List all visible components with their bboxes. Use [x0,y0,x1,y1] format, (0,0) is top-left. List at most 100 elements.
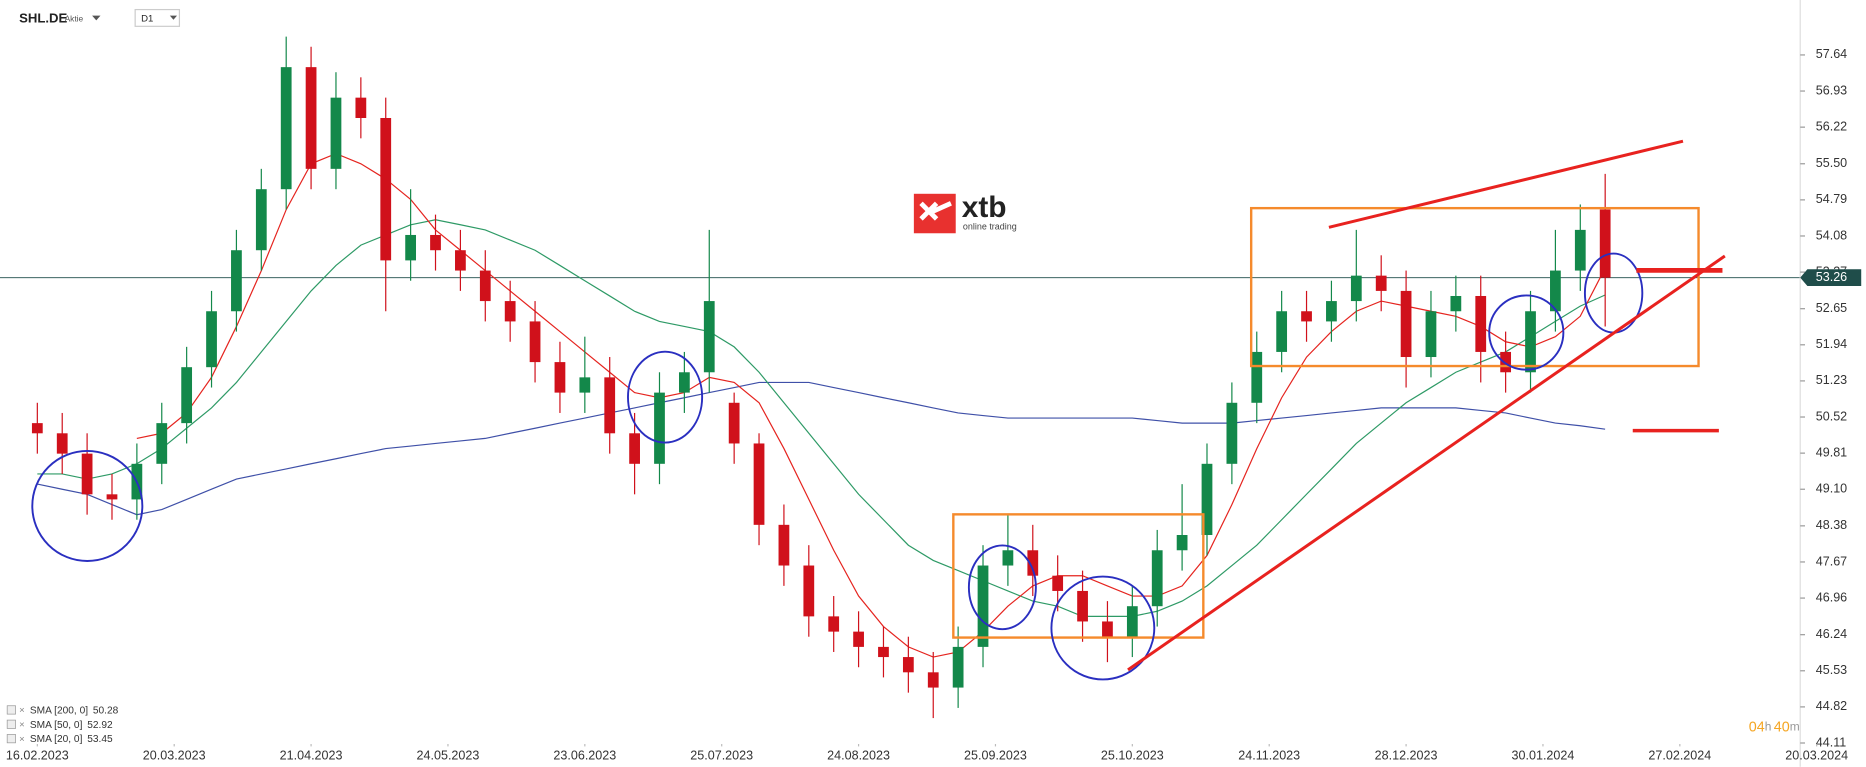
candle-body [330,97,342,169]
candle-body [305,67,317,169]
y-tick-label: 51.23 [1816,373,1847,387]
x-tick-label: 25.07.2023 [690,748,753,762]
candle-body [479,270,491,302]
timer: 04h 40m [1749,719,1800,735]
y-tick-label: 55.50 [1816,156,1847,170]
timeframe-dropdown[interactable] [169,15,178,20]
legend: × SMA [200, 0] 50.28 × SMA [50, 0] 52.92 × SMA … [6,705,119,745]
candle-body [1599,209,1611,278]
x-tick-label: 20.03.2023 [143,748,206,762]
drawings [31,139,1726,681]
trend-line [1127,254,1726,672]
candle-body [1574,229,1586,271]
highlight-circle [1488,294,1565,371]
candle-body [1400,290,1412,358]
symbol-dropdown[interactable] [92,15,101,21]
candle-body [106,494,118,500]
candle-body [1550,270,1561,312]
candle-body [1326,301,1337,322]
x-tick-label: 21.04.2023 [280,748,343,762]
highlight-circle [627,350,704,444]
candle-body [1201,463,1213,536]
y-tick-label: 46.24 [1816,627,1847,641]
logo-x [919,201,952,221]
candle-body [1276,311,1288,352]
candle-body [1500,351,1512,373]
legend-label: SMA [20, 0] 53.45 [30,734,113,745]
candle-body [678,372,690,393]
logo-brand: xtb [962,191,1007,224]
timer-unit: m [1790,719,1800,733]
candle-body [878,646,889,658]
x-tick-label: 24.05.2023 [417,748,480,762]
candle-body [902,657,914,673]
timer-unit: h [1765,719,1772,733]
symbol[interactable]: SHL.DE [19,11,67,26]
legend-icon [6,734,16,744]
axis-layer: 57.6456.9356.2255.5054.7954.0853.3752.65… [6,0,1862,767]
candle-body [977,565,989,647]
y-tick-label: 48.38 [1816,518,1847,532]
legend-x: × [19,719,25,730]
sma-line [37,219,1606,617]
x-tick-label: 27.02.2024 [1648,748,1711,762]
last-price-label: 53.26 [1816,270,1847,284]
candle-body [1126,606,1138,637]
candle-body [1350,275,1362,302]
candle-layer [31,36,1611,719]
candle-body [1450,295,1462,312]
candle-body [654,392,665,464]
candle-body [1226,402,1238,464]
candle-body [455,250,466,271]
candle-body [1102,621,1113,637]
y-tick-label: 49.10 [1816,482,1847,496]
y-tick-label: 54.08 [1816,228,1847,242]
legend-label: SMA [50, 0] 52.92 [30,720,113,731]
highlight-circle [31,450,144,562]
candle-body [1002,550,1014,566]
timer-hours: 04 [1749,719,1765,735]
timer-minutes: 40 [1774,719,1790,735]
logo-tagline: online trading [963,222,1017,232]
candle-body [1525,311,1536,373]
legend-x: × [19,734,25,745]
candle-body [280,67,292,190]
x-tick-label: 25.09.2023 [964,748,1027,762]
legend-icon [6,705,16,715]
y-tick-label: 54.79 [1816,192,1847,206]
candle-body [380,117,392,261]
candle-body [1301,311,1312,322]
y-tick-label: 44.11 [1816,735,1846,749]
y-tick-label: 57.64 [1816,47,1847,61]
candle-body [405,234,417,261]
candle-body [778,524,790,566]
candle-body [430,234,441,251]
candle-body [753,443,765,525]
candle-body [703,301,715,373]
candle-body [604,377,616,434]
range-box [952,513,1205,639]
y-tick-label: 44.82 [1816,699,1847,713]
asset-type: Aktie [65,13,84,23]
candle-body [181,367,193,424]
candle-body [504,301,516,322]
timeframe-box[interactable] [134,8,181,27]
legend-icon [6,719,16,729]
legend-name: SMA [200, 0] [30,705,88,716]
y-tick-label: 56.22 [1816,119,1847,133]
y-tick-label: 45.53 [1816,663,1847,677]
candle-body [81,453,93,495]
x-tick-label: 30.01.2024 [1512,748,1575,762]
legend-name: SMA [20, 0] [30,734,83,745]
candle-body [828,616,840,632]
candle-body [1077,590,1088,622]
highlight-circle [967,544,1037,631]
candle-body [1176,535,1188,551]
legend-name: SMA [50, 0] [30,720,83,731]
timeframe[interactable]: D1 [141,14,153,25]
candle-body [728,402,740,444]
y-tick-label: 46.96 [1816,590,1847,604]
x-tick-label: 20.03.2024 [1785,748,1848,762]
candle-body [529,321,541,363]
